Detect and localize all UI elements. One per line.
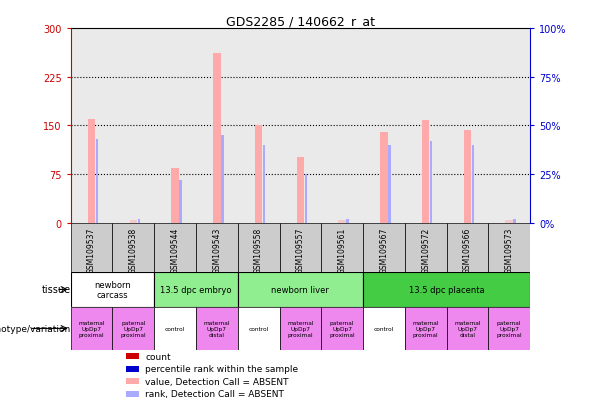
Text: paternal
UpDp7
proximal: paternal UpDp7 proximal	[329, 320, 355, 337]
Text: GSM109573: GSM109573	[505, 227, 514, 273]
Text: maternal
UpDp7
distal: maternal UpDp7 distal	[454, 320, 481, 337]
Text: genotype/variation: genotype/variation	[0, 324, 71, 333]
Bar	[112, 308, 154, 350]
Bar	[238, 223, 280, 272]
Bar	[137, 219, 140, 223]
Text: GSM109557: GSM109557	[296, 227, 305, 273]
Bar	[196, 29, 238, 223]
Bar	[514, 219, 516, 223]
Text: maternal
UpDp7
proximal: maternal UpDp7 proximal	[78, 320, 105, 337]
Text: GSM109537: GSM109537	[87, 227, 96, 273]
Bar	[280, 223, 321, 272]
Bar	[71, 29, 112, 223]
Bar	[112, 223, 154, 272]
Text: paternal
UpDp7
proximal: paternal UpDp7 proximal	[497, 320, 522, 337]
Bar	[154, 29, 196, 223]
Bar	[238, 29, 280, 223]
Bar	[446, 223, 488, 272]
Text: GSM109544: GSM109544	[171, 227, 180, 273]
Bar	[346, 219, 349, 223]
Bar	[405, 29, 446, 223]
Text: 13.5 dpc placenta: 13.5 dpc placenta	[409, 285, 484, 294]
Bar	[321, 223, 363, 272]
Bar	[71, 223, 112, 272]
Text: rank, Detection Call = ABSENT: rank, Detection Call = ABSENT	[145, 389, 284, 398]
Bar	[213, 54, 221, 223]
Text: percentile rank within the sample: percentile rank within the sample	[145, 364, 298, 373]
Bar	[488, 308, 530, 350]
Text: maternal
UpDp7
proximal: maternal UpDp7 proximal	[412, 320, 439, 337]
Bar	[280, 29, 321, 223]
Bar	[238, 308, 280, 350]
Text: maternal
UpDp7
distal: maternal UpDp7 distal	[204, 320, 230, 337]
Text: GSM109566: GSM109566	[463, 227, 472, 273]
Text: GSM109567: GSM109567	[379, 227, 388, 273]
Text: control: control	[249, 326, 269, 331]
Text: GSM109572: GSM109572	[421, 227, 430, 273]
Bar	[126, 378, 138, 385]
Bar	[464, 131, 471, 223]
Bar	[71, 308, 112, 350]
Bar	[154, 272, 238, 308]
Text: GSM109543: GSM109543	[213, 227, 221, 273]
Text: 13.5 dpc embryo: 13.5 dpc embryo	[160, 285, 231, 294]
Text: GSM109561: GSM109561	[337, 227, 347, 273]
Bar	[446, 29, 488, 223]
Bar	[154, 223, 196, 272]
Text: GSM109558: GSM109558	[254, 227, 263, 273]
Text: control: control	[374, 326, 394, 331]
Bar	[405, 308, 446, 350]
Bar	[130, 220, 137, 223]
Bar	[96, 140, 98, 223]
Bar	[221, 136, 224, 223]
Bar	[305, 175, 307, 223]
Bar	[196, 223, 238, 272]
Bar	[388, 145, 391, 223]
Title: GDS2285 / 140662_r_at: GDS2285 / 140662_r_at	[226, 15, 375, 28]
Bar	[88, 120, 95, 223]
Text: paternal
UpDp7
proximal: paternal UpDp7 proximal	[121, 320, 146, 337]
Bar	[255, 126, 262, 223]
Text: control: control	[165, 326, 185, 331]
Bar	[280, 308, 321, 350]
Bar	[154, 308, 196, 350]
Bar	[363, 29, 405, 223]
Bar	[380, 133, 388, 223]
Bar	[126, 391, 138, 397]
Bar	[430, 142, 432, 223]
Text: newborn liver: newborn liver	[272, 285, 329, 294]
Bar	[196, 308, 238, 350]
Text: tissue: tissue	[42, 285, 71, 295]
Bar	[321, 308, 363, 350]
Bar	[363, 223, 405, 272]
Bar	[126, 366, 138, 372]
Bar	[71, 272, 154, 308]
Bar	[488, 223, 530, 272]
Bar	[505, 220, 513, 223]
Bar	[405, 223, 446, 272]
Bar	[297, 158, 304, 223]
Bar	[446, 308, 488, 350]
Text: value, Detection Call = ABSENT: value, Detection Call = ABSENT	[145, 377, 289, 386]
Bar	[112, 29, 154, 223]
Bar	[363, 272, 530, 308]
Text: newborn
carcass: newborn carcass	[94, 280, 131, 299]
Bar	[422, 121, 429, 223]
Bar	[488, 29, 530, 223]
Bar	[171, 168, 179, 223]
Text: count: count	[145, 352, 171, 361]
Bar	[238, 272, 363, 308]
Bar	[263, 145, 265, 223]
Bar	[321, 29, 363, 223]
Text: maternal
UpDp7
proximal: maternal UpDp7 proximal	[287, 320, 313, 337]
Bar	[472, 145, 474, 223]
Text: GSM109538: GSM109538	[129, 227, 138, 273]
Bar	[363, 308, 405, 350]
Bar	[339, 220, 346, 223]
Bar	[179, 180, 182, 223]
Bar	[126, 354, 138, 360]
